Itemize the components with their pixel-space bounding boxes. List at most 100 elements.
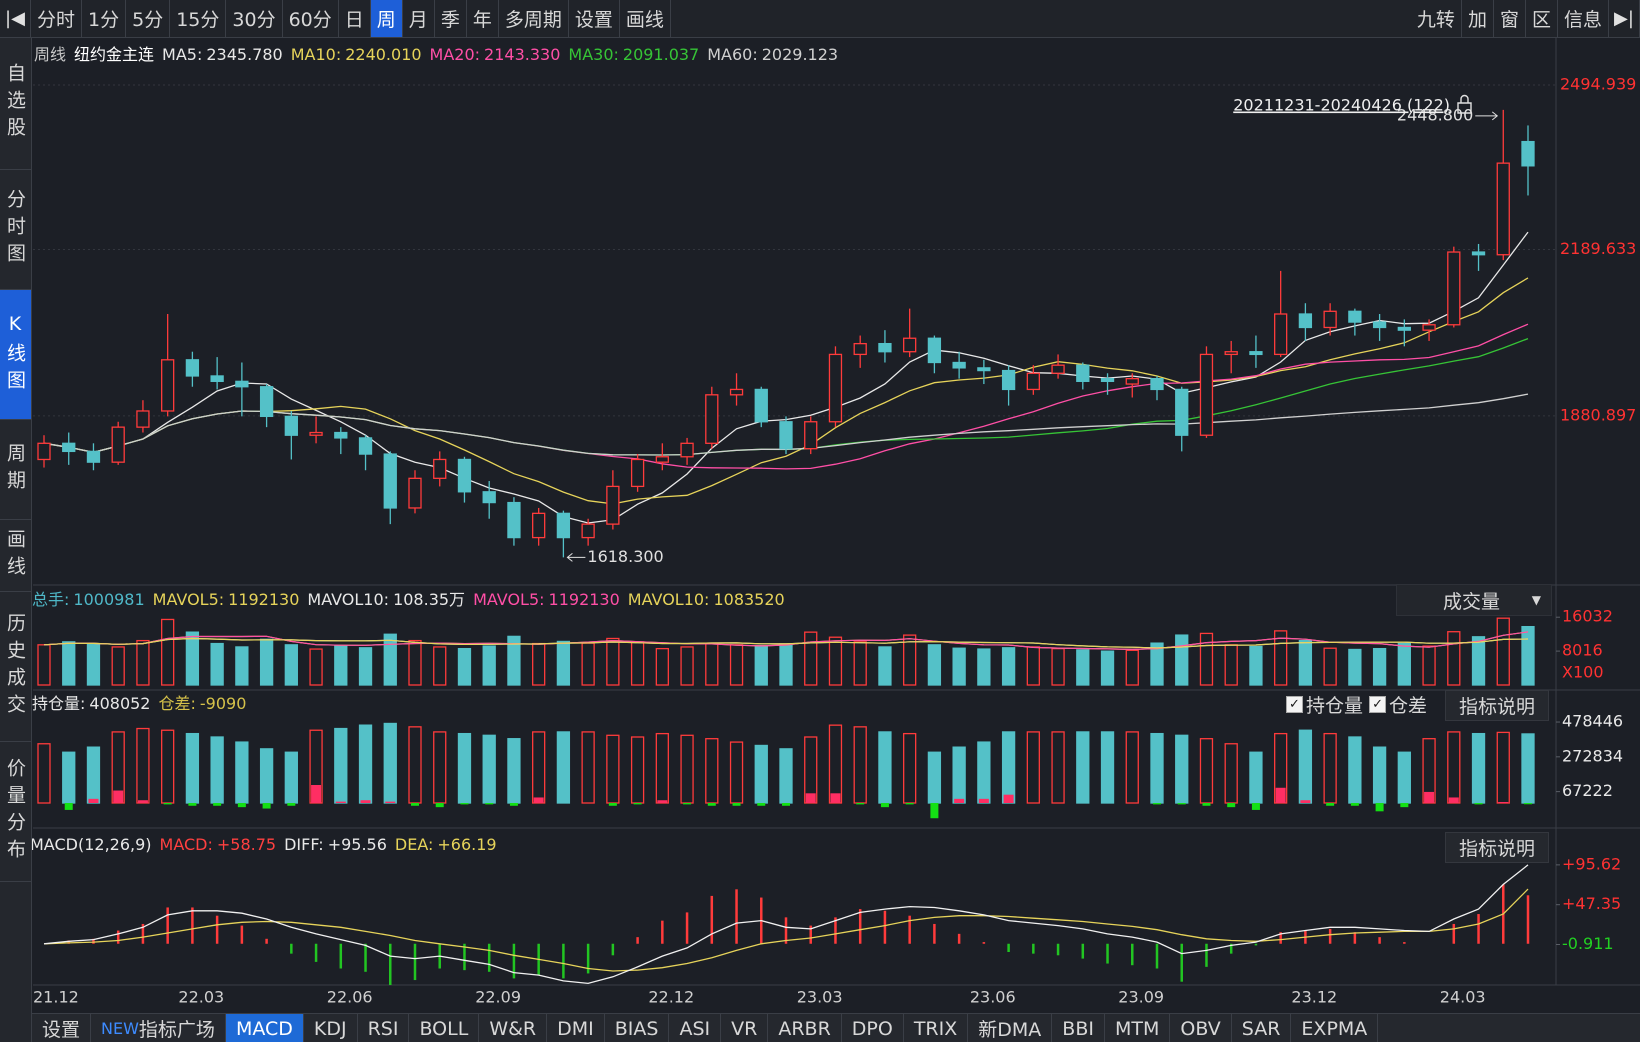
oi-bar — [804, 736, 818, 804]
indicator-tab[interactable]: BBI — [1052, 1014, 1105, 1042]
volume-bar — [284, 644, 298, 686]
candle-body — [655, 456, 669, 463]
y-tick-label: 272834 — [1562, 746, 1623, 765]
oi-change-bar — [237, 803, 246, 808]
ma-label: MA5: — [162, 45, 202, 64]
indicator-tab[interactable]: VR — [721, 1014, 769, 1042]
sidebar-item[interactable]: 自选股 — [0, 38, 31, 170]
candle-body — [1496, 162, 1510, 256]
candle-body — [383, 453, 397, 509]
sidebar-item[interactable]: 周期 — [0, 420, 31, 520]
tool-button[interactable]: 加 — [1462, 0, 1494, 37]
volume-bar — [878, 646, 892, 686]
oi-bar — [680, 734, 694, 804]
checkbox[interactable]: ✓ — [1286, 695, 1303, 713]
oi-help-button[interactable]: 指标说明 — [1445, 690, 1549, 721]
candle-body — [1150, 378, 1164, 391]
period-button[interactable]: 日 — [339, 0, 371, 37]
sidebar-item[interactable]: K线图 — [0, 290, 31, 420]
indicator-tab[interactable]: KDJ — [304, 1014, 358, 1042]
sidebar-item[interactable]: 价量分布 — [0, 742, 31, 882]
tool-buttons: 九转加窗区信息 — [1411, 0, 1609, 37]
tool-button[interactable]: 信息 — [1558, 0, 1609, 37]
indicator-tab[interactable]: DPO — [842, 1014, 904, 1042]
period-button[interactable]: 月 — [403, 0, 435, 37]
checkbox[interactable]: ✓ — [1369, 695, 1387, 713]
indicator-tab[interactable]: OBV — [1170, 1014, 1232, 1042]
candle-body — [1372, 321, 1387, 329]
volume-bar — [136, 639, 150, 686]
oi-change-bar — [757, 803, 766, 806]
tool-button[interactable]: 区 — [1526, 0, 1558, 37]
exit-icon[interactable]: ▶| — [1609, 0, 1640, 37]
period-button[interactable]: 设置 — [569, 0, 620, 37]
header-label: MAVOL10: — [628, 590, 710, 609]
indicator-tab[interactable]: EXPMA — [1291, 1014, 1379, 1042]
oi-change-bar — [435, 803, 444, 808]
oi-checkboxes: ✓ 持仓量 ✓ 仓差 — [1280, 690, 1427, 718]
indicator-tab[interactable]: DMI — [547, 1014, 605, 1042]
candle-body — [556, 512, 571, 539]
tool-button[interactable]: 九转 — [1411, 0, 1462, 37]
period-button[interactable]: 30分 — [226, 0, 283, 37]
tab-label: RSI — [367, 1017, 399, 1040]
volume-bar — [1150, 642, 1164, 686]
indicator-tab[interactable]: W&R — [479, 1014, 548, 1042]
header-value: 1083520 — [713, 590, 784, 609]
sidebar-item[interactable]: 画线 — [0, 520, 31, 592]
indicator-tab[interactable]: BIAS — [605, 1014, 670, 1042]
indicator-tab[interactable]: RSI — [358, 1014, 410, 1042]
period-button[interactable]: 画线 — [620, 0, 671, 37]
indicator-tab[interactable]: NEW 指标广场 — [91, 1014, 226, 1042]
indicator-tab[interactable]: MTM — [1105, 1014, 1171, 1042]
candle-body — [754, 388, 768, 423]
period-button[interactable]: 年 — [467, 0, 499, 37]
indicator-tab[interactable]: 设置 — [32, 1014, 92, 1042]
candle-body — [1397, 326, 1411, 331]
volume-bar — [927, 644, 942, 686]
volume-bar — [1348, 648, 1362, 686]
tool-button[interactable]: 窗 — [1494, 0, 1526, 37]
header-label: MACD: — [160, 835, 213, 854]
period-button[interactable]: 周 — [370, 0, 403, 37]
header-label: 总手: — [32, 590, 69, 609]
period-button[interactable]: 5分 — [126, 0, 171, 37]
indicator-tab[interactable]: SAR — [1232, 1014, 1292, 1042]
indicator-tab[interactable]: MACD — [225, 1014, 304, 1042]
oi-change-bar — [856, 803, 865, 805]
volume-bar — [804, 631, 818, 686]
volume-bar — [1298, 639, 1313, 686]
oi-change-bar — [1375, 803, 1384, 812]
period-button[interactable]: 季 — [435, 0, 467, 37]
indicator-tab[interactable]: ARBR — [768, 1014, 842, 1042]
candle-body — [1323, 310, 1337, 329]
period-button[interactable]: 分时 — [31, 0, 83, 37]
oi-bar — [1026, 731, 1040, 804]
volume-bar — [1372, 647, 1387, 686]
panel-header: 周线 纽约金主连 MA5: 2345.780 MA10: 2240.010 MA20: 214… — [34, 45, 838, 64]
period-button[interactable]: 15分 — [170, 0, 227, 37]
candle-body — [1199, 353, 1214, 436]
volume-dropdown[interactable]: 成交量 ▼ — [1396, 584, 1552, 616]
header-label: 仓差: — [158, 694, 195, 713]
indicator-tab[interactable]: ASI — [669, 1014, 722, 1042]
period-button[interactable]: 60分 — [283, 0, 339, 37]
indicator-tab[interactable]: TRIX — [904, 1014, 969, 1042]
oi-bar — [1175, 734, 1189, 804]
volume-bar — [259, 638, 274, 686]
sidebar-item[interactable]: 分时图 — [0, 170, 31, 290]
candle-body — [210, 375, 224, 382]
period-button[interactable]: 多周期 — [499, 0, 569, 37]
oi-bar — [1471, 732, 1486, 804]
oi-change-bar — [1498, 802, 1509, 803]
macd-help-button[interactable]: 指标说明 — [1445, 832, 1549, 863]
indicator-tab[interactable]: BOLL — [409, 1014, 480, 1042]
oi-bar — [581, 731, 595, 804]
indicator-tab[interactable]: 新DMA — [968, 1014, 1053, 1042]
period-button[interactable]: 1分 — [82, 0, 127, 37]
candle-body — [1175, 388, 1189, 436]
first-page-icon[interactable]: |◀ — [0, 0, 31, 37]
sidebar-item[interactable]: 历史成交 — [0, 592, 31, 742]
oi-change-bar — [213, 803, 222, 806]
